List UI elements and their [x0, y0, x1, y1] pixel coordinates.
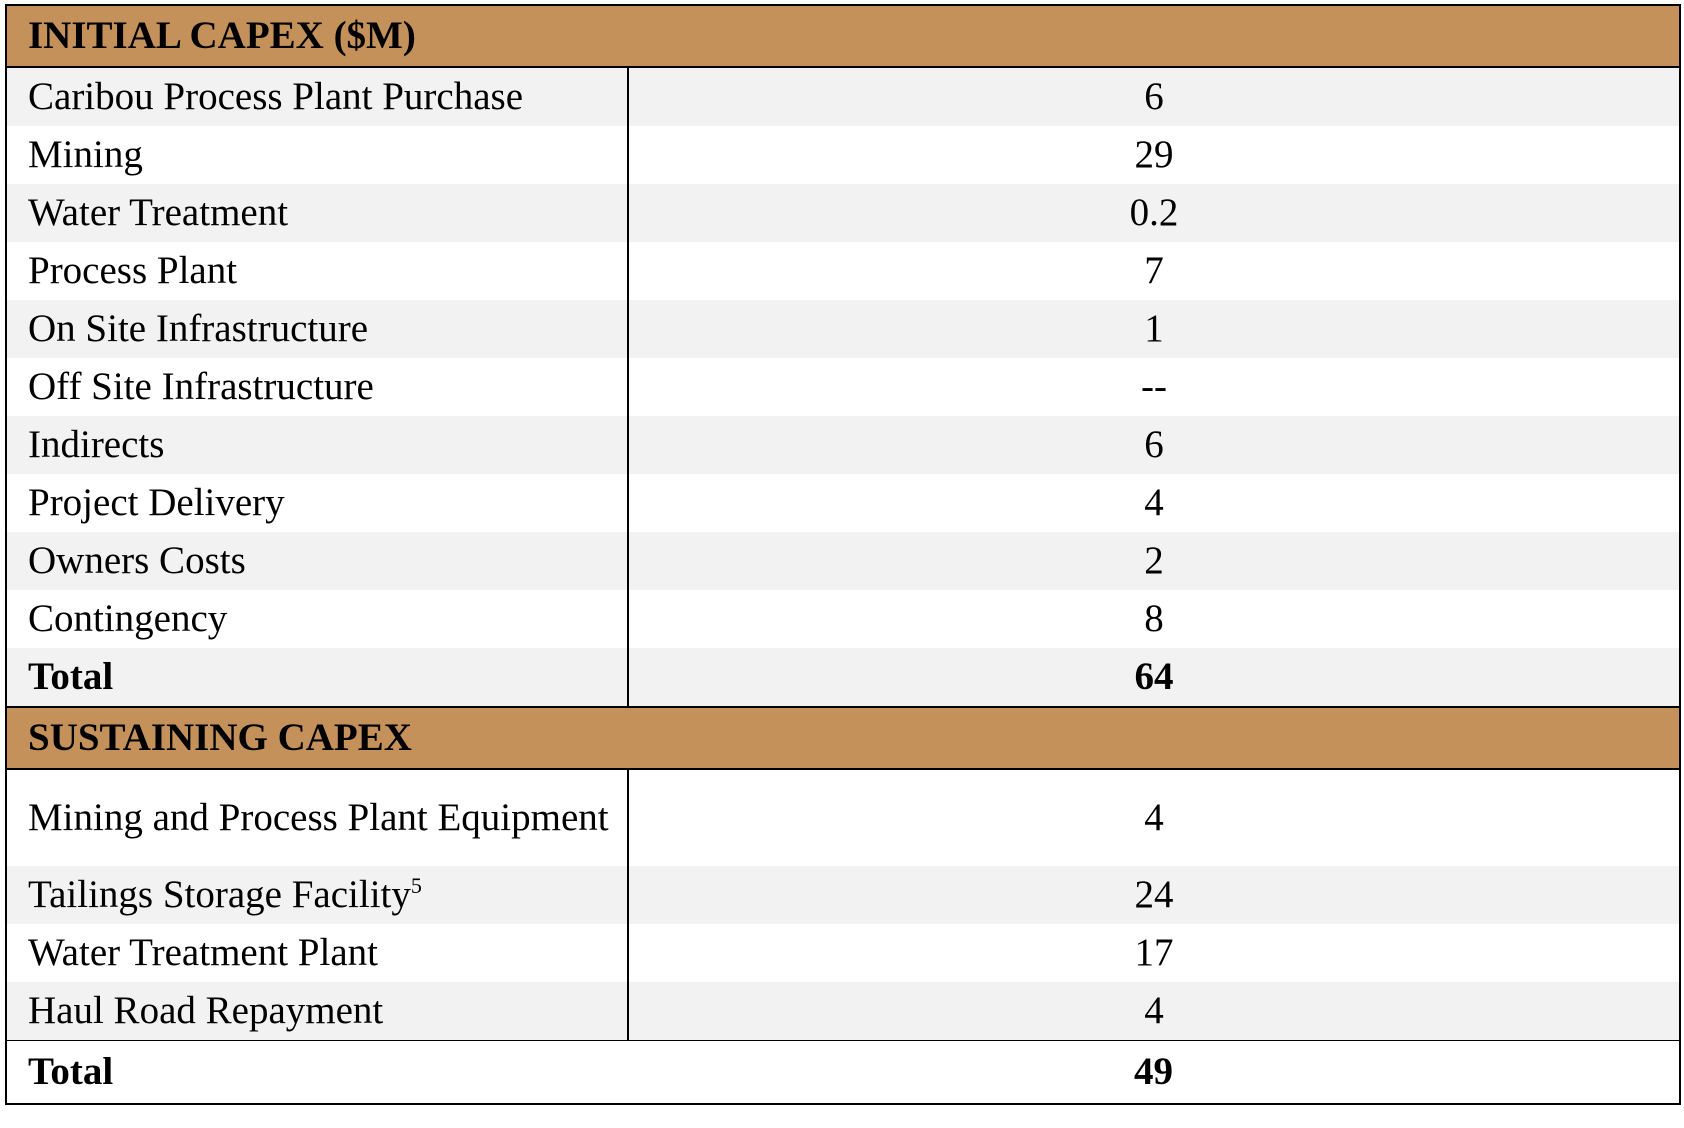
initial-total-label: Total: [5, 648, 629, 707]
row-label: On Site Infrastructure: [5, 300, 629, 358]
row-label: Mining: [5, 126, 629, 184]
row-value: 2: [628, 532, 1682, 590]
sustaining-total-value: 49: [628, 1040, 1682, 1105]
row-label: Process Plant: [5, 242, 629, 300]
row-label: Tailings Storage Facility5: [5, 866, 629, 924]
table-row: Project Delivery 4: [5, 474, 1682, 532]
row-value: --: [628, 358, 1682, 416]
row-value: 4: [628, 982, 1682, 1041]
table-row: Contingency 8: [5, 590, 1682, 648]
row-label: Contingency: [5, 590, 629, 648]
footnote-marker: 5: [410, 872, 422, 898]
table-row: On Site Infrastructure 1: [5, 300, 1682, 358]
row-label: Mining and Process Plant Equipment: [5, 769, 629, 866]
row-label: Caribou Process Plant Purchase: [5, 67, 629, 126]
table-row: Water Treatment 0.2: [5, 184, 1682, 242]
row-value: 17: [628, 924, 1682, 982]
row-value: 6: [628, 67, 1682, 126]
row-value: 4: [628, 474, 1682, 532]
row-value: 1: [628, 300, 1682, 358]
row-label: Haul Road Repayment: [5, 982, 629, 1041]
sustaining-total-row: Total 49: [5, 1040, 1682, 1105]
row-label: Owners Costs: [5, 532, 629, 590]
row-value: 24: [628, 866, 1682, 924]
row-value: 0.2: [628, 184, 1682, 242]
row-value: 7: [628, 242, 1682, 300]
table-row: Caribou Process Plant Purchase 6: [5, 67, 1682, 126]
table-row: Indirects 6: [5, 416, 1682, 474]
table-row: Mining 29: [5, 126, 1682, 184]
table-row: Owners Costs 2: [5, 532, 1682, 590]
row-value: 6: [628, 416, 1682, 474]
row-value: 4: [628, 769, 1682, 866]
table-row: Mining and Process Plant Equipment 4: [5, 769, 1682, 866]
row-label: Off Site Infrastructure: [5, 358, 629, 416]
row-label: Water Treatment Plant: [5, 924, 629, 982]
table-row: Water Treatment Plant 17: [5, 924, 1682, 982]
row-label: Water Treatment: [5, 184, 629, 242]
initial-capex-header: INITIAL CAPEX ($M): [4, 4, 1682, 68]
row-label: Project Delivery: [5, 474, 629, 532]
sustaining-capex-header-row: SUSTAINING CAPEX: [4, 706, 1682, 770]
table-row: Tailings Storage Facility5 24: [5, 866, 1682, 924]
initial-total-value: 64: [628, 648, 1682, 707]
table-row: Haul Road Repayment 4: [5, 982, 1682, 1041]
row-value: 8: [628, 590, 1682, 648]
row-label: Indirects: [5, 416, 629, 474]
row-label-text: Tailings Storage Facility: [28, 872, 411, 916]
initial-total-row: Total 64: [5, 648, 1682, 707]
sustaining-total-label: Total: [5, 1040, 628, 1105]
capex-table: INITIAL CAPEX ($M) Caribou Process Plant…: [4, 4, 1682, 1105]
sustaining-capex-header: SUSTAINING CAPEX: [4, 706, 1682, 770]
row-value: 29: [628, 126, 1682, 184]
initial-capex-header-row: INITIAL CAPEX ($M): [4, 4, 1682, 68]
table-row: Off Site Infrastructure --: [5, 358, 1682, 416]
table-row: Process Plant 7: [5, 242, 1682, 300]
